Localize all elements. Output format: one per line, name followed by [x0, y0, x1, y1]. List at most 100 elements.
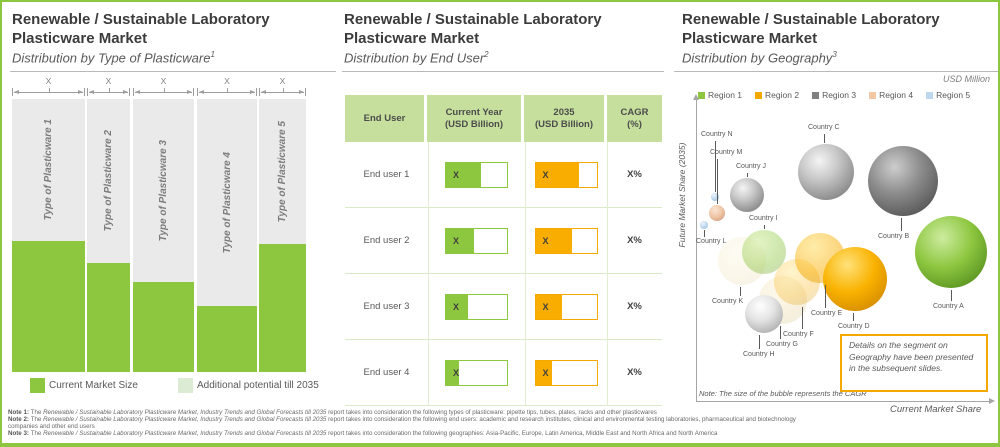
current-year-cell: X — [428, 340, 525, 405]
x-axis-line — [696, 401, 990, 402]
footnotes: Note 1: The Renewable / Sustainable Labo… — [8, 409, 994, 437]
region-legend-item: Region 3 — [812, 90, 856, 100]
region-legend-item: Region 4 — [869, 90, 913, 100]
panel-subtitle: Distribution by End User2 — [344, 50, 489, 66]
bubble-label: Country H — [743, 351, 775, 358]
unit-label: USD Million — [942, 74, 990, 84]
bubble-country-a — [915, 216, 987, 288]
x-axis-label: Current Market Share — [890, 404, 982, 415]
region-swatch — [755, 91, 763, 99]
geography-bubble-chart: Future Market Share (2035) Current Marke… — [674, 10, 998, 415]
cagr-cell: X% — [627, 301, 642, 312]
bubble-leader-line — [780, 326, 781, 339]
footnote: Note 2: The Renewable / Sustainable Labo… — [8, 416, 796, 423]
legend-label: Current Market Size — [49, 379, 138, 391]
bar-category-label: Type of Plasticware 3 — [158, 139, 169, 242]
end-user-cell: End user 4 — [363, 367, 410, 378]
2035-bar: X — [534, 227, 598, 254]
bubble-country-i — [742, 230, 786, 274]
bubble-leader-line — [951, 290, 952, 301]
legend-additional-potential: Additional potential till 2035 — [178, 377, 319, 393]
divider-line — [10, 71, 336, 72]
bubble-leader-line — [715, 141, 716, 192]
bar-value: X — [453, 367, 460, 378]
table-row: End user 3 X X X% — [345, 274, 662, 340]
y-axis-label: Future Market Share (2035) — [677, 142, 687, 248]
plasticware-bar-chart: Type of Plasticware 1 Type of Plasticware… — [12, 99, 312, 372]
dimension-arrow-icon — [197, 88, 257, 96]
bubble-label: Country G — [766, 341, 798, 348]
panel-title: Renewable / Sustainable Laboratory Plast… — [682, 11, 940, 47]
2035-bar: X — [534, 293, 598, 320]
year-2035-cell: X — [525, 142, 607, 207]
bubble-country-l — [700, 221, 708, 229]
region-label: Region 4 — [879, 90, 914, 100]
bar-value: X — [542, 235, 549, 246]
panel-title: Renewable / Sustainable Laboratory Plast… — [12, 10, 270, 48]
bar-fill — [446, 228, 475, 253]
region-legend: Region 1 Region 2 Region 3 Region 4 Region 5 — [698, 90, 970, 100]
bar-width-marker: X — [133, 76, 194, 98]
header-end-user: End User — [345, 95, 424, 142]
plasticware-bar: Type of Plasticware 1 — [12, 99, 85, 372]
bubble-country-m — [709, 205, 725, 221]
end-user-cell: End user 2 — [363, 235, 410, 246]
bar-category-label: Type of Plasticware 5 — [277, 120, 288, 223]
panel-end-user: Renewable / Sustainable Laboratory Plast… — [342, 10, 664, 410]
cagr-cell: X% — [627, 235, 642, 246]
bubble-leader-line — [704, 230, 705, 237]
callout-box: Details on the segment on Geography have… — [840, 334, 988, 392]
year-2035-cell: X — [525, 340, 607, 405]
bubble-label: Country D — [838, 323, 870, 330]
current-year-cell: X — [428, 274, 525, 339]
column-separator — [525, 142, 526, 406]
legend-label: Additional potential till 2035 — [197, 379, 319, 391]
bubble-country-j — [730, 178, 764, 212]
bar-width-marker: X — [259, 76, 306, 98]
bubble-label: Country F — [783, 331, 814, 338]
legend-swatch-green — [30, 377, 45, 393]
dimension-arrow-icon — [12, 88, 85, 96]
panel-geography: Renewable / Sustainable Laboratory Plast… — [674, 10, 998, 415]
bar-width-value: X — [224, 76, 230, 86]
bar-width-value: X — [279, 76, 286, 86]
bubble-label: Country K — [712, 298, 744, 305]
region-swatch — [926, 91, 934, 99]
header-cagr: CAGR (%) — [607, 95, 662, 142]
dimension-arrow-icon — [133, 88, 194, 96]
bar-value: X — [542, 301, 549, 312]
title-line2: Plasticware Market — [12, 30, 148, 47]
bubble-label: Country E — [811, 310, 843, 317]
cagr-cell: X% — [627, 169, 642, 180]
panel-subtitle: Distribution by Geography3 — [682, 50, 837, 66]
bubble-label: Country B — [878, 233, 910, 240]
y-axis-arrow-icon — [693, 94, 699, 100]
bubble-country-b — [868, 146, 938, 216]
bar-fill — [535, 162, 580, 187]
bubble-leader-line — [740, 287, 741, 296]
year-2035-cell: X — [525, 208, 607, 273]
region-label: Region 1 — [708, 90, 743, 100]
bar-fill — [446, 294, 468, 319]
table-body: End user 1 X X X% End user 2 X X X% End user 3 X X… — [345, 142, 662, 406]
bar-category-label: Type of Plasticware 4 — [221, 151, 233, 254]
panel-subtitle: Distribution by Type of Plasticware1 — [12, 50, 215, 66]
region-label: Region 5 — [936, 90, 971, 100]
bubble-label: Country L — [696, 238, 727, 245]
panel-title: Renewable / Sustainable Laboratory Plast… — [344, 11, 602, 47]
bar-width-marker: X — [197, 76, 257, 98]
bar-width-marker: X — [87, 76, 130, 98]
bar-fill — [446, 162, 481, 187]
cagr-cell: X% — [627, 367, 642, 378]
bar-fill — [446, 360, 459, 385]
bar-width-value: X — [105, 76, 112, 86]
bar-width-value: X — [160, 76, 167, 86]
bar-value: X — [542, 367, 549, 378]
panel-type-of-plasticware: Renewable / Sustainable Laboratory Plast… — [10, 10, 336, 410]
bubble-leader-line — [824, 134, 825, 143]
current-year-bar: X — [445, 227, 508, 254]
current-market-size-fill — [197, 306, 257, 372]
table-header-row: End User Current Year (USD Billion) 2035… — [345, 95, 662, 142]
